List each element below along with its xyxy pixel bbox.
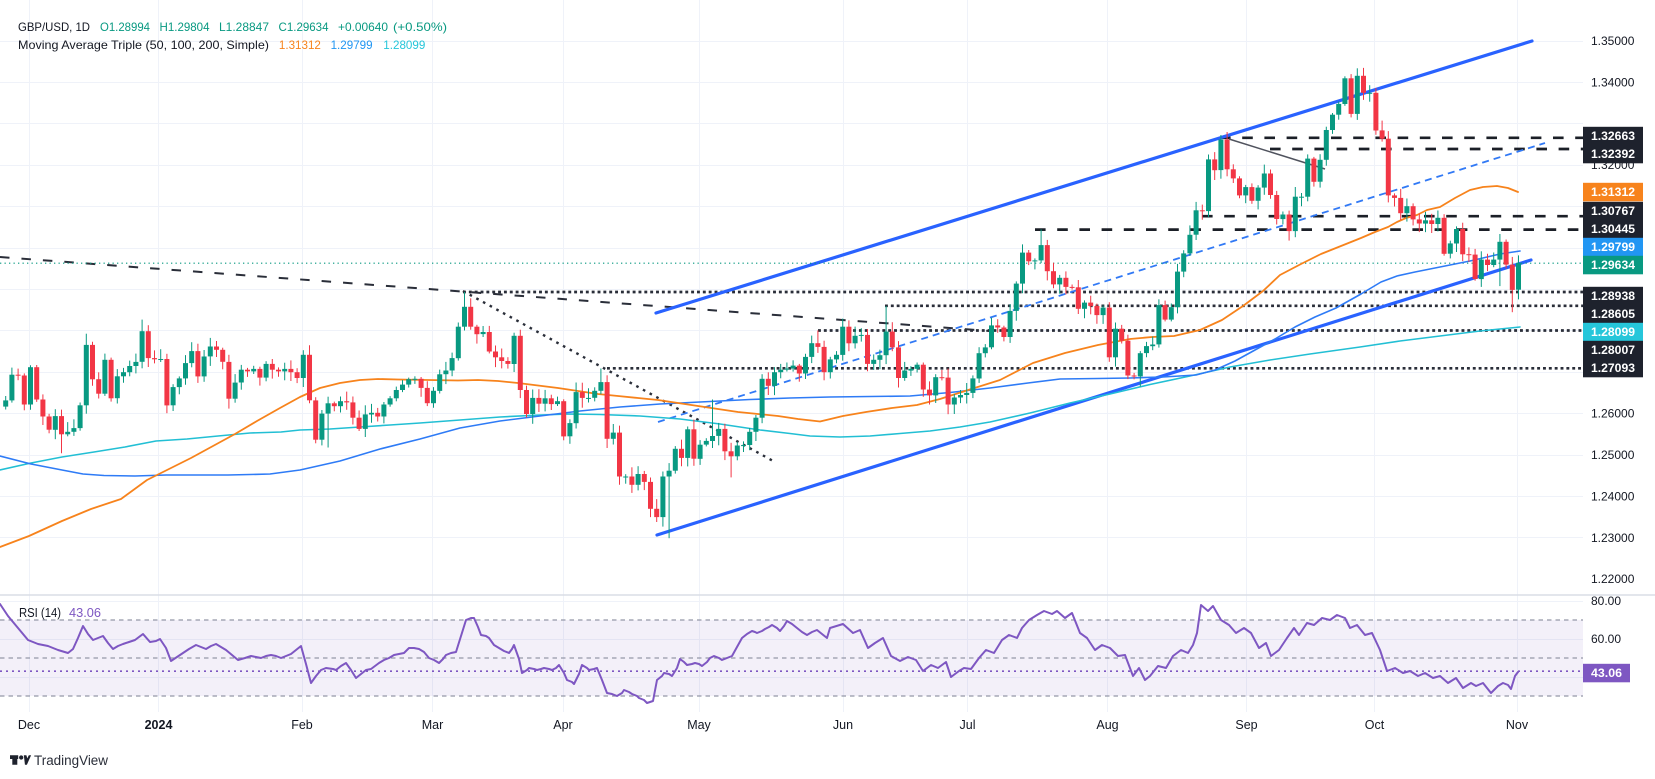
svg-text:C1.29634: C1.29634 [279, 20, 329, 34]
svg-text:1.35000: 1.35000 [1591, 34, 1635, 48]
svg-text:1.23000: 1.23000 [1591, 531, 1635, 545]
svg-text:1.32663: 1.32663 [1591, 131, 1635, 143]
svg-text:GBP/USD, 1D: GBP/USD, 1D [18, 20, 90, 34]
svg-text:Apr: Apr [553, 718, 572, 732]
svg-text:1.27093: 1.27093 [1591, 363, 1635, 375]
svg-text:1.30445: 1.30445 [1591, 224, 1636, 236]
svg-text:80.00: 80.00 [1591, 594, 1621, 608]
svg-text:TradingView: TradingView [34, 753, 108, 768]
svg-text:1.32392: 1.32392 [1591, 149, 1635, 161]
svg-text:Aug: Aug [1096, 718, 1118, 732]
svg-text:1.30767: 1.30767 [1591, 206, 1635, 218]
svg-text:1.28007: 1.28007 [1591, 345, 1635, 357]
svg-text:1.31312: 1.31312 [279, 38, 321, 52]
svg-text:Jun: Jun [833, 718, 853, 732]
svg-text:43.06: 43.06 [69, 606, 101, 620]
svg-text:1.28099: 1.28099 [1591, 327, 1635, 339]
svg-text:1.24000: 1.24000 [1591, 489, 1635, 503]
svg-text:1.29799: 1.29799 [331, 38, 373, 52]
svg-text:1.22000: 1.22000 [1591, 572, 1635, 586]
svg-text:1.28099: 1.28099 [383, 38, 425, 52]
svg-text:1.26000: 1.26000 [1591, 407, 1635, 421]
svg-text:60.00: 60.00 [1591, 632, 1621, 646]
svg-text:Oct: Oct [1365, 718, 1385, 732]
svg-text:Nov: Nov [1506, 718, 1529, 732]
svg-text:Mar: Mar [422, 718, 444, 732]
svg-text:1.29634: 1.29634 [1591, 260, 1636, 272]
svg-text:H1.29804: H1.29804 [160, 20, 210, 34]
svg-text:RSI (14): RSI (14) [19, 606, 61, 620]
svg-text:1.34000: 1.34000 [1591, 75, 1635, 89]
svg-text:Jul: Jul [960, 718, 976, 732]
svg-text:1.25000: 1.25000 [1591, 448, 1635, 462]
svg-text:L1.28847: L1.28847 [219, 20, 269, 34]
svg-text:Feb: Feb [291, 718, 313, 732]
svg-text:1.28605: 1.28605 [1591, 309, 1636, 321]
svg-text:Sep: Sep [1235, 718, 1257, 732]
svg-text:1.28938: 1.28938 [1591, 291, 1636, 303]
svg-text:1.29799: 1.29799 [1591, 242, 1635, 254]
svg-text:+0.00640: +0.00640 [338, 20, 388, 34]
svg-text:O1.28994: O1.28994 [100, 20, 150, 34]
svg-text:1.31312: 1.31312 [1591, 187, 1635, 199]
svg-text:(+0.50%): (+0.50%) [393, 20, 447, 34]
svg-text:Dec: Dec [18, 718, 40, 732]
svg-text:Moving Average Triple (50, 100: Moving Average Triple (50, 100, 200, Sim… [18, 38, 269, 52]
svg-text:2024: 2024 [145, 718, 173, 732]
svg-text:43.06: 43.06 [1591, 668, 1622, 680]
svg-text:May: May [687, 718, 711, 732]
